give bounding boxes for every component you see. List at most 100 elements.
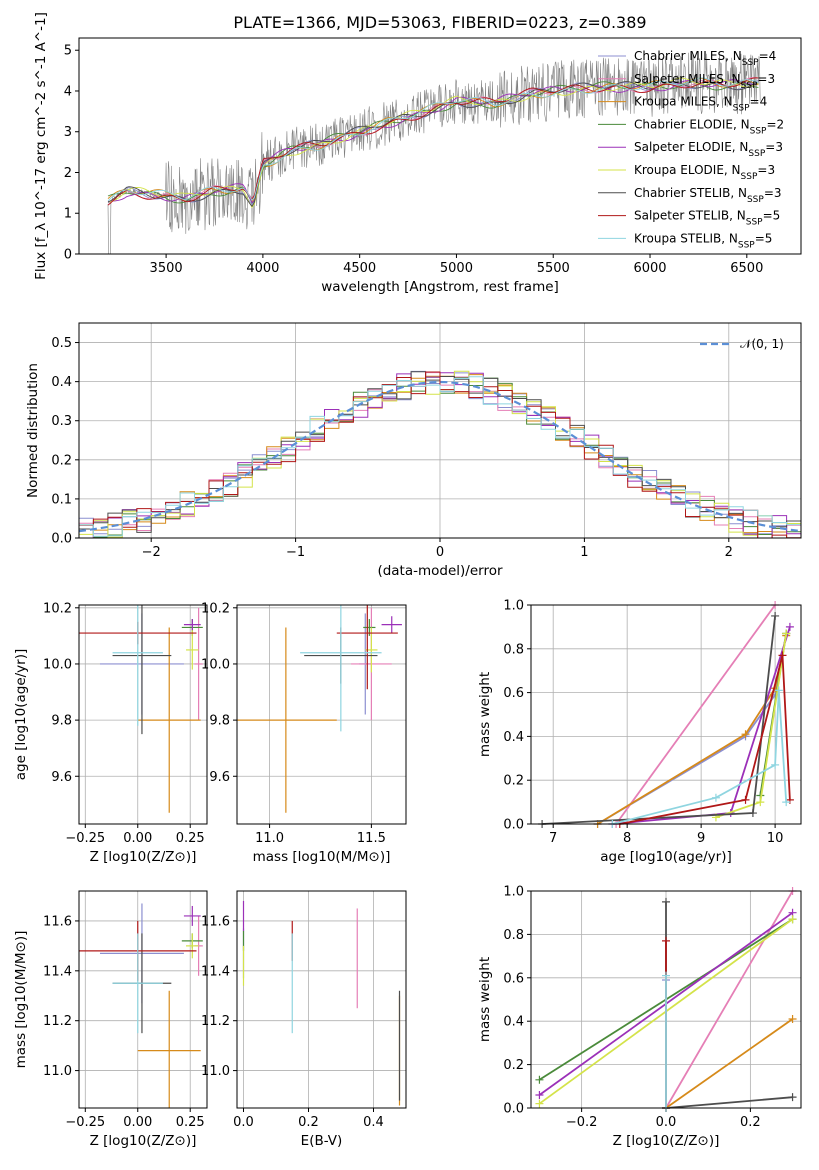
- x-tick-label: 0.0: [233, 1115, 254, 1130]
- mass-weight-marker: [771, 611, 780, 620]
- mass_vs_EBV-frame: [236, 890, 407, 1109]
- mass_vs_Z-axes: −0.25 0.00 0.25 11.0 11.2 11.4 11.6 Z [log10(Z/…: [13, 891, 207, 1149]
- spectrum-model-line: [107, 81, 759, 208]
- y-tick-label: 11.2: [201, 1014, 230, 1029]
- legend-subscript: SSP: [733, 104, 750, 114]
- x-tick-label: 8: [623, 831, 631, 846]
- residual-grid: [79, 323, 801, 539]
- mass-weight-marker: [778, 651, 787, 660]
- x-tick-label: 5500: [537, 261, 570, 276]
- spectrum-model-line: [107, 79, 759, 204]
- legend-subscript: SSP: [742, 58, 759, 68]
- mass-weight-marker: [535, 1090, 544, 1099]
- mass_vs_Z-frame: [78, 890, 208, 1109]
- mass-weight-marker: [785, 622, 794, 631]
- y-tick-label: 11.2: [43, 1014, 72, 1029]
- massweight_vs_Z-frame: [530, 890, 802, 1109]
- legend-subscript: SSP: [741, 81, 758, 91]
- age_vs_Z-grid: [79, 605, 207, 824]
- legend-entry: Kroupa STELIB, NSSP=5: [634, 231, 772, 250]
- y-tick-label: 1.0: [503, 599, 524, 614]
- x-tick-label: −0.25: [65, 831, 105, 846]
- y-tick-label: 5: [64, 44, 72, 59]
- mass-weight-marker: [785, 795, 794, 804]
- mass-weight-marker: [741, 795, 750, 804]
- legend-subscript: SSP: [747, 195, 764, 205]
- legend-entry: Chabrier ELODIE, NSSP=2: [634, 117, 784, 136]
- x-tick-label: 0.00: [123, 1115, 152, 1130]
- y-tick-label: 1.0: [503, 885, 524, 900]
- y-tick-label: 9.6: [209, 770, 230, 785]
- x-axis-label: Z [log10(Z/Z⊙)]: [90, 1133, 197, 1149]
- x-tick-label: 3500: [150, 261, 183, 276]
- normal-reference-curve: [79, 380, 801, 533]
- y-tick-label: 0.0: [51, 532, 72, 547]
- y-tick-label: 3: [64, 125, 72, 140]
- massweight_vs_age-frame: [530, 604, 802, 825]
- x-tick-label: 1: [580, 545, 588, 560]
- mass-weight-marker: [535, 1099, 544, 1108]
- spectrum-model-line: [107, 77, 759, 202]
- mass-weight-line: [619, 655, 791, 825]
- mass-weight-marker: [771, 760, 780, 769]
- legend-subscript: SSP: [738, 240, 755, 250]
- y-tick-label: 10.2: [201, 601, 230, 616]
- legend-entry: 𝒩(0, 1): [740, 337, 784, 351]
- legend-subscript: SSP: [746, 218, 763, 228]
- y-tick-label: 11.6: [43, 914, 72, 929]
- age_vs_Z-frame: [78, 604, 208, 825]
- x-tick-label: 0.25: [176, 831, 205, 846]
- y-tick-label: 1: [64, 207, 72, 222]
- x-tick-label: 0.0: [656, 1115, 677, 1130]
- legend-nssp: =4: [750, 95, 768, 109]
- x-axis-label: mass [log10(M/M⊙)]: [253, 849, 391, 865]
- y-tick-label: 4: [64, 84, 72, 99]
- y-tick-label: 0.2: [503, 1058, 524, 1073]
- mass-weight-marker: [662, 936, 670, 945]
- x-tick-label: 11.5: [357, 831, 386, 846]
- mass-weight-marker: [741, 730, 750, 739]
- y-tick-label: 0.5: [51, 336, 72, 351]
- x-tick-label: 9: [697, 831, 705, 846]
- legend-entry: Kroupa MILES, NSSP=4: [634, 95, 767, 114]
- mass-weight-line: [665, 1018, 794, 1109]
- y-tick-label: 10.2: [43, 601, 72, 616]
- y-tick-label: 10.0: [201, 657, 230, 672]
- y-tick-label: 0.4: [503, 1015, 524, 1030]
- x-tick-label: −0.2: [566, 1115, 598, 1130]
- mass-weight-marker: [748, 809, 757, 818]
- y-axis-label: mass weight: [477, 957, 493, 1042]
- x-axis-label: age [log10(age/yr)]: [600, 849, 732, 865]
- x-tick-label: 0.25: [176, 1115, 205, 1130]
- figure-title: PLATE=1366, MJD=53063, FIBERID=0223, z=0…: [233, 13, 646, 32]
- y-tick-label: 0.2: [51, 453, 72, 468]
- mass-weight-marker: [756, 798, 765, 807]
- y-axis-label: age [log10(age/yr)]: [13, 649, 29, 781]
- y-tick-label: 0.3: [51, 414, 72, 429]
- spectrum-frame: [78, 37, 802, 255]
- massweight_vs_Z-axes: −0.2 0.0 0.2 0.0 0.2 0.4 0.6 0.8 1.0 Z [log10(Z/Z…: [477, 885, 801, 1149]
- mass_vs_EBV-grid: [237, 891, 406, 1108]
- x-tick-label: −0.25: [65, 1115, 105, 1130]
- mass-weight-marker: [535, 1075, 544, 1084]
- residual-axes: −2 −1 0 1 2 0.0 0.1 0.2 0.3 0.4 0.5 (data-model)/er…: [25, 323, 801, 579]
- mass-weight-marker: [782, 798, 791, 807]
- y-tick-label: 0.4: [503, 730, 524, 745]
- x-tick-label: 0: [436, 545, 444, 560]
- x-tick-label: 7: [549, 831, 557, 846]
- x-tick-label: 4500: [343, 261, 376, 276]
- legend-nssp: =3: [757, 163, 775, 177]
- y-tick-label: 2: [64, 166, 72, 181]
- age_vs_mass-grid: [237, 605, 406, 824]
- massweight_vs_age-axes: 7 8 9 10 0.0 0.2 0.4 0.6 0.8 1.0 age [log10(age/yr…: [477, 599, 801, 865]
- legend-subscript: SSP: [750, 126, 767, 136]
- y-axis-label: Flux [f_λ 10^-17 erg cm^-2 s^-1 A^-1]: [33, 12, 49, 280]
- legend-nssp: =3: [757, 72, 775, 86]
- mass-weight-marker: [774, 686, 783, 695]
- legend-subscript: SSP: [741, 172, 758, 182]
- y-tick-label: 0.0: [503, 818, 524, 833]
- mass-weight-line: [542, 615, 776, 825]
- y-axis-label: Normed distribution: [25, 363, 41, 498]
- mass-weight-line: [615, 604, 776, 825]
- mass-weight-marker: [788, 915, 797, 924]
